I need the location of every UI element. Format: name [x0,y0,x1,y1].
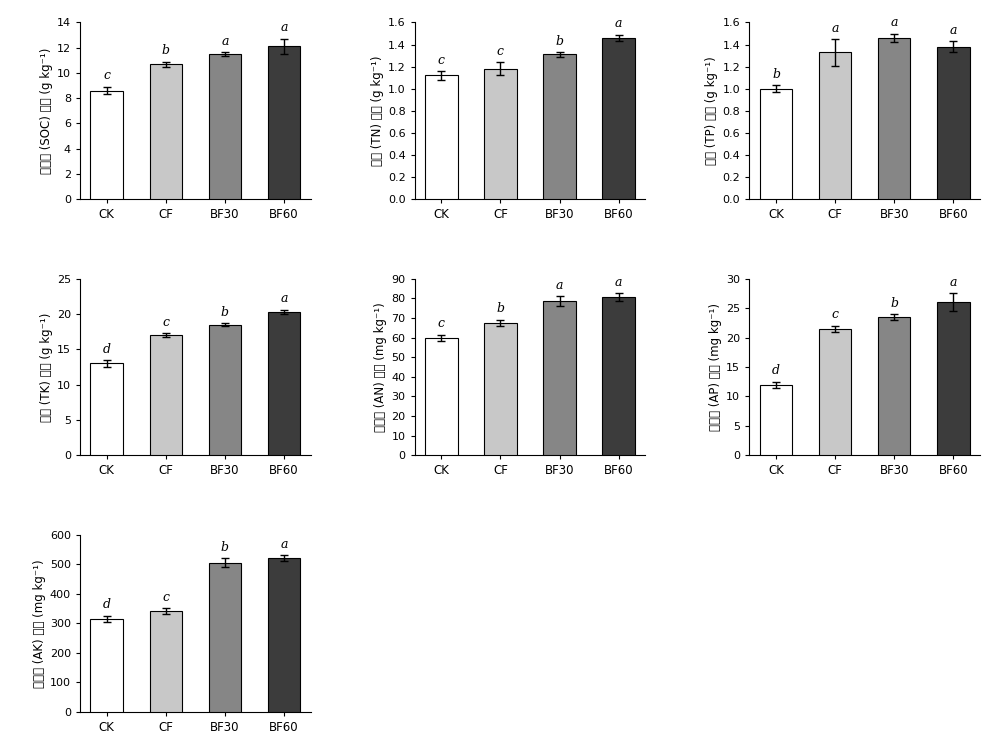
Bar [150,336,182,455]
Text: a: a [280,292,288,306]
Text: c: c [438,54,445,67]
Text: a: a [556,279,563,292]
Text: a: a [950,24,957,37]
Bar [819,52,851,199]
Y-axis label: 全钉 (TK) 含量 (g kg⁻¹): 全钉 (TK) 含量 (g kg⁻¹) [40,312,53,422]
Text: a: a [890,16,898,29]
Y-axis label: 碱解氮 (AN) 含量 (mg kg⁻¹): 碱解氮 (AN) 含量 (mg kg⁻¹) [374,302,387,432]
Text: b: b [556,35,564,48]
Bar [543,55,576,199]
Bar [150,64,182,199]
Bar [209,324,241,455]
Bar [425,338,458,455]
Bar [90,619,123,712]
Y-axis label: 有机碳 (SOC) 含量 (g kg⁻¹): 有机碳 (SOC) 含量 (g kg⁻¹) [40,48,53,174]
Text: c: c [103,70,110,82]
Bar [209,54,241,199]
Bar [268,46,300,199]
Bar [602,297,635,455]
Text: b: b [890,297,898,309]
Bar [425,76,458,199]
Text: c: c [832,309,839,321]
Bar [268,559,300,712]
Bar [878,317,910,455]
Bar [937,303,970,455]
Text: a: a [831,22,839,34]
Text: a: a [950,276,957,289]
Y-axis label: 全燕 (TP) 含量 (g kg⁻¹): 全燕 (TP) 含量 (g kg⁻¹) [705,56,718,166]
Text: d: d [103,598,111,611]
Text: c: c [162,315,169,329]
Text: a: a [615,17,622,30]
Bar [937,46,970,199]
Bar [484,323,517,455]
Y-axis label: 全氮 (TN) 含量 (g kg⁻¹): 全氮 (TN) 含量 (g kg⁻¹) [371,55,384,166]
Bar [819,329,851,455]
Bar [90,91,123,199]
Text: d: d [103,342,111,356]
Text: a: a [280,22,288,34]
Bar [484,69,517,199]
Text: c: c [162,591,169,604]
Bar [760,385,792,455]
Text: b: b [162,44,170,57]
Bar [760,88,792,199]
Bar [602,38,635,199]
Bar [543,301,576,455]
Bar [878,38,910,199]
Text: a: a [615,276,622,289]
Bar [268,312,300,455]
Bar [90,363,123,455]
Bar [150,611,182,712]
Y-axis label: 有效燕 (AP) 含量 (mg kg⁻¹): 有效燕 (AP) 含量 (mg kg⁻¹) [709,303,722,431]
Text: c: c [497,45,504,58]
Text: d: d [772,364,780,377]
Text: b: b [221,541,229,554]
Text: c: c [438,317,445,330]
Y-axis label: 速效钉 (AK) 含量 (mg kg⁻¹): 速效钉 (AK) 含量 (mg kg⁻¹) [33,559,46,688]
Text: b: b [496,303,504,315]
Bar [209,562,241,712]
Text: a: a [280,538,288,551]
Text: b: b [772,68,780,81]
Text: b: b [221,306,229,319]
Text: a: a [221,34,229,48]
